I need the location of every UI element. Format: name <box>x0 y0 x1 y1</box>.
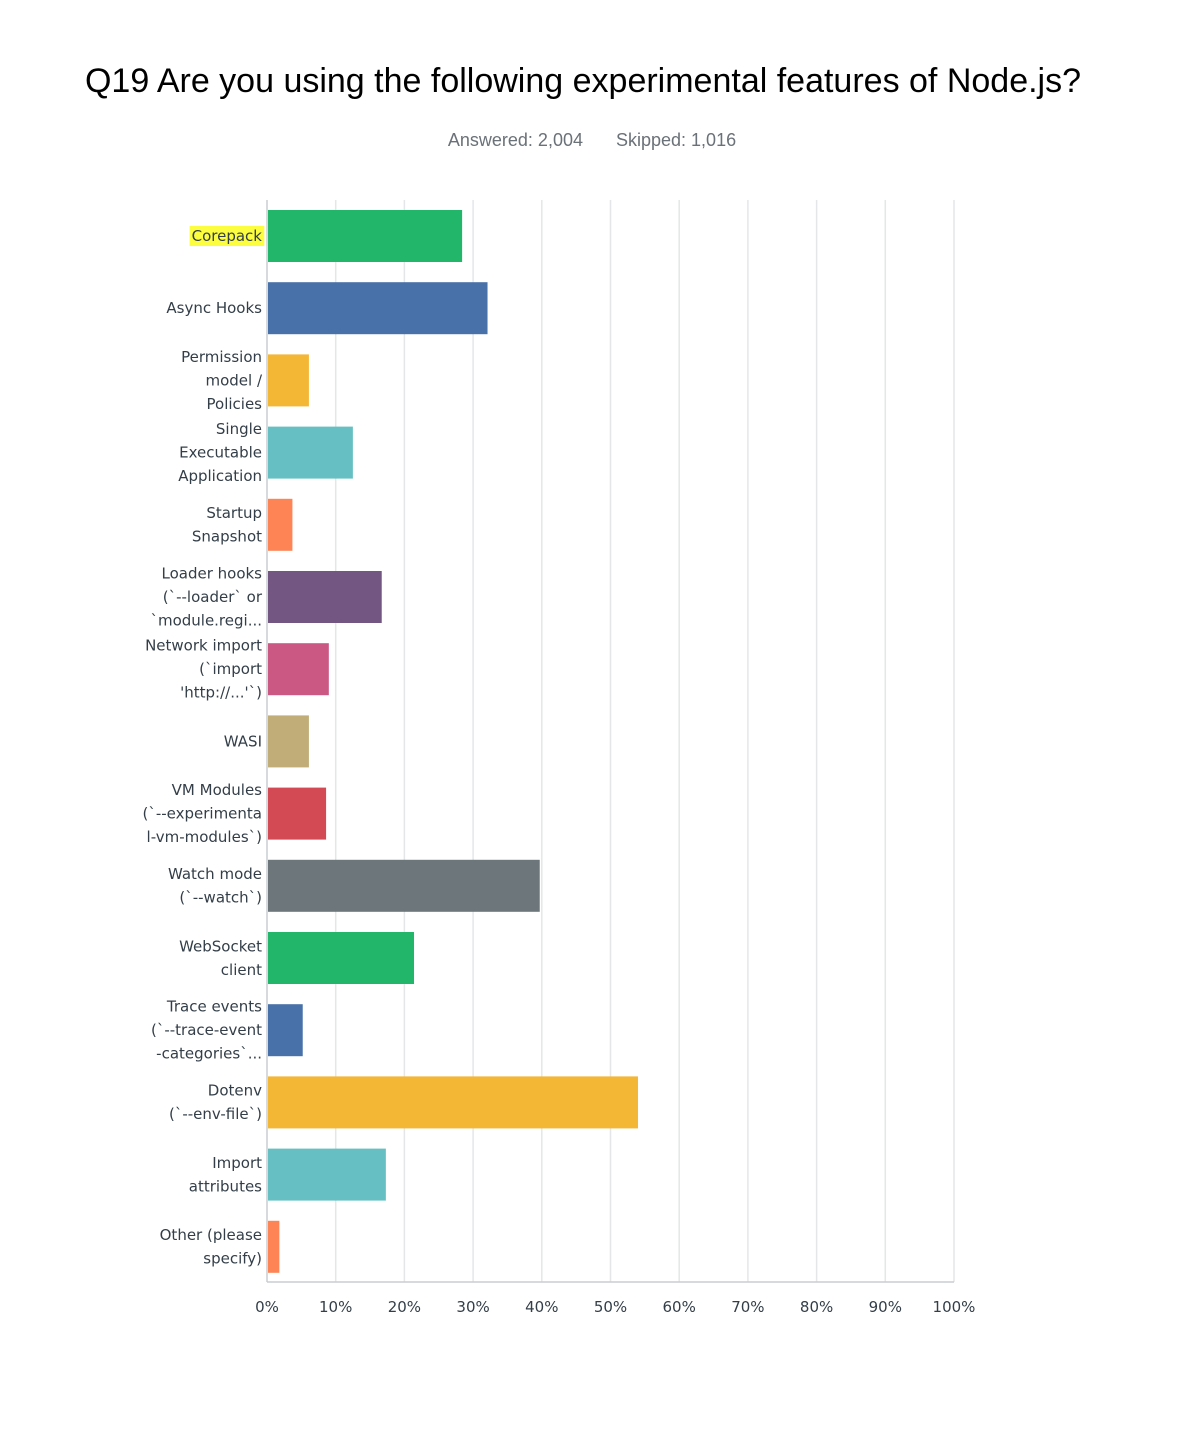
chart-title: Q19 Are you using the following experime… <box>84 62 1082 100</box>
category-label: Dotenv <box>208 1082 262 1100</box>
bar <box>268 426 353 479</box>
category-label: client <box>221 961 262 979</box>
category-label: (`import <box>199 660 262 678</box>
category-label: Single <box>216 420 262 438</box>
category-label: model / <box>205 371 262 389</box>
x-tick-label: 20% <box>388 1298 421 1316</box>
category-highlight <box>189 226 265 246</box>
category-label: Snapshot <box>192 528 262 546</box>
x-tick-label: 30% <box>456 1298 489 1316</box>
bar <box>268 1148 386 1201</box>
response-summary: Answered: 2,004 Skipped: 1,016 <box>0 130 1180 151</box>
category-label: Startup <box>206 504 262 522</box>
bar <box>268 715 309 768</box>
bar <box>268 932 415 984</box>
bar <box>268 210 463 262</box>
category-label: (`--experimenta <box>142 805 262 823</box>
category-label: -categories`... <box>156 1045 262 1063</box>
x-tick-label: 50% <box>594 1298 627 1316</box>
category-label: Import <box>212 1154 262 1172</box>
category-label: Executable <box>179 444 262 462</box>
x-tick-label: 40% <box>525 1298 558 1316</box>
category-label: (`--trace-event <box>151 1021 262 1039</box>
category-label: Trace events <box>166 998 262 1016</box>
category-label: Watch mode <box>168 865 262 883</box>
category-label: Corepack <box>192 227 263 245</box>
category-label: l-vm-modules`) <box>147 828 262 846</box>
category-label: `module.regi... <box>150 612 262 630</box>
answered-count: Answered: 2,004 <box>447 130 583 150</box>
category-label: VM Modules <box>172 781 263 799</box>
category-label: Async Hooks <box>166 299 262 317</box>
bar <box>268 282 488 335</box>
bar <box>268 1004 303 1057</box>
bar <box>268 787 327 840</box>
bar <box>268 354 309 407</box>
skipped-count: Skipped: 1,016 <box>616 130 737 150</box>
bar <box>268 1076 638 1129</box>
category-label: WebSocket <box>179 937 262 955</box>
x-tick-label: 60% <box>663 1298 696 1316</box>
category-label: Network import <box>145 637 262 655</box>
category-label: Permission <box>181 348 262 366</box>
bar <box>268 571 382 623</box>
x-tick-label: 100% <box>933 1298 976 1316</box>
bar <box>268 498 293 551</box>
category-label: Policies <box>207 395 263 413</box>
category-label: (`--env-file`) <box>169 1105 262 1123</box>
category-label: Application <box>178 467 262 485</box>
x-tick-label: 90% <box>869 1298 902 1316</box>
category-label: Other (please <box>160 1226 262 1244</box>
category-label: (`--watch`) <box>179 889 262 907</box>
bar <box>268 859 540 912</box>
bar <box>268 643 329 696</box>
category-label: WASI <box>224 732 262 750</box>
category-label: attributes <box>189 1177 262 1195</box>
category-label: (`--loader` or <box>163 588 263 606</box>
x-tick-label: 80% <box>800 1298 833 1316</box>
x-tick-label: 70% <box>731 1298 764 1316</box>
x-tick-label: 0% <box>255 1298 279 1316</box>
bar <box>268 1220 280 1273</box>
category-label: specify) <box>203 1250 262 1268</box>
category-label: 'http://...'`) <box>180 684 262 702</box>
x-tick-label: 10% <box>319 1298 352 1316</box>
category-label: Loader hooks <box>161 565 262 583</box>
